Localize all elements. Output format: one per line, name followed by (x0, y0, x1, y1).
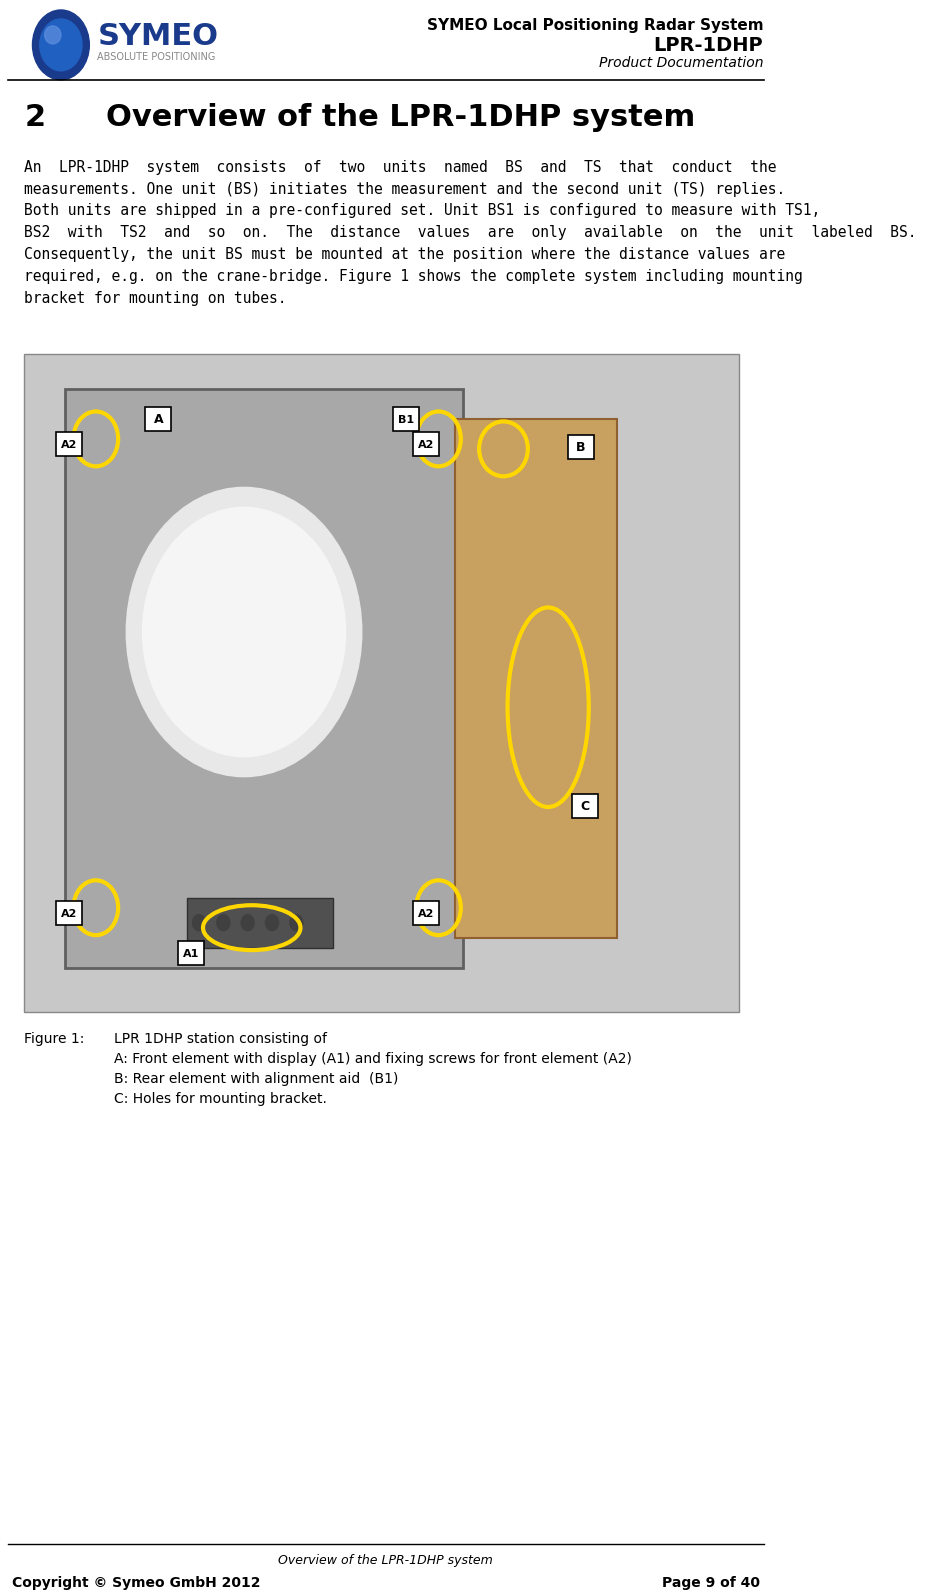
Ellipse shape (40, 19, 82, 70)
Text: B1: B1 (398, 414, 414, 425)
Text: bracket for mounting on tubes.: bracket for mounting on tubes. (25, 292, 287, 306)
FancyBboxPatch shape (65, 389, 463, 967)
Text: Both units are shipped in a pre-configured set. Unit BS1 is configured to measur: Both units are shipped in a pre-configur… (25, 204, 821, 218)
FancyBboxPatch shape (568, 435, 593, 459)
Text: Overview of the LPR-1DHP system: Overview of the LPR-1DHP system (279, 1555, 494, 1568)
Text: Consequently, the unit BS must be mounted at the position where the distance val: Consequently, the unit BS must be mounte… (25, 247, 786, 263)
Text: C: Holes for mounting bracket.: C: Holes for mounting bracket. (114, 1093, 326, 1106)
FancyBboxPatch shape (146, 406, 171, 432)
FancyBboxPatch shape (414, 900, 439, 924)
Text: A2: A2 (61, 440, 77, 449)
Text: SYMEO Local Positioning Radar System: SYMEO Local Positioning Radar System (427, 18, 764, 33)
FancyBboxPatch shape (572, 793, 597, 817)
Text: A: A (153, 414, 164, 427)
FancyBboxPatch shape (414, 432, 439, 456)
Text: LPR-1DHP: LPR-1DHP (653, 37, 764, 54)
FancyBboxPatch shape (393, 406, 419, 432)
Text: required, e.g. on the crane-bridge. Figure 1 shows the complete system including: required, e.g. on the crane-bridge. Figu… (25, 269, 803, 284)
Text: Figure 1:: Figure 1: (25, 1032, 85, 1047)
FancyBboxPatch shape (56, 900, 82, 924)
Text: B: B (576, 441, 586, 454)
Text: ABSOLUTE POSITIONING: ABSOLUTE POSITIONING (97, 53, 216, 62)
Circle shape (290, 914, 303, 930)
Text: SYMEO: SYMEO (97, 22, 219, 51)
Circle shape (217, 914, 230, 930)
Text: An  LPR-1DHP  system  consists  of  two  units  named  BS  and  TS  that  conduc: An LPR-1DHP system consists of two units… (25, 159, 777, 175)
Text: BS2  with  TS2  and  so  on.  The  distance  values  are  only  available  on  t: BS2 with TS2 and so on. The distance val… (25, 226, 917, 241)
Text: LPR 1DHP station consisting of: LPR 1DHP station consisting of (114, 1032, 327, 1047)
Text: A1: A1 (183, 948, 199, 959)
Ellipse shape (126, 487, 361, 777)
Circle shape (242, 914, 254, 930)
Text: B: Rear element with alignment aid  (B1): B: Rear element with alignment aid (B1) (114, 1072, 398, 1086)
FancyBboxPatch shape (25, 354, 739, 1013)
Ellipse shape (143, 507, 345, 757)
Text: A2: A2 (418, 908, 435, 919)
Text: A2: A2 (418, 440, 435, 449)
Ellipse shape (32, 10, 89, 80)
Circle shape (265, 914, 279, 930)
Text: Overview of the LPR-1DHP system: Overview of the LPR-1DHP system (106, 102, 695, 132)
Text: Product Documentation: Product Documentation (599, 56, 764, 70)
Text: A: Front element with display (A1) and fixing screws for front element (A2): A: Front element with display (A1) and f… (114, 1053, 631, 1066)
FancyBboxPatch shape (56, 432, 82, 456)
Ellipse shape (45, 25, 61, 45)
Text: Page 9 of 40: Page 9 of 40 (662, 1575, 760, 1590)
Text: Copyright © Symeo GmbH 2012: Copyright © Symeo GmbH 2012 (12, 1575, 261, 1590)
FancyBboxPatch shape (186, 898, 333, 948)
Text: C: C (580, 800, 590, 812)
Text: 2: 2 (25, 102, 46, 132)
FancyBboxPatch shape (455, 419, 617, 938)
Circle shape (192, 914, 205, 930)
FancyBboxPatch shape (178, 940, 204, 965)
Text: A2: A2 (61, 908, 77, 919)
Text: measurements. One unit (BS) initiates the measurement and the second unit (TS) r: measurements. One unit (BS) initiates th… (25, 182, 786, 196)
